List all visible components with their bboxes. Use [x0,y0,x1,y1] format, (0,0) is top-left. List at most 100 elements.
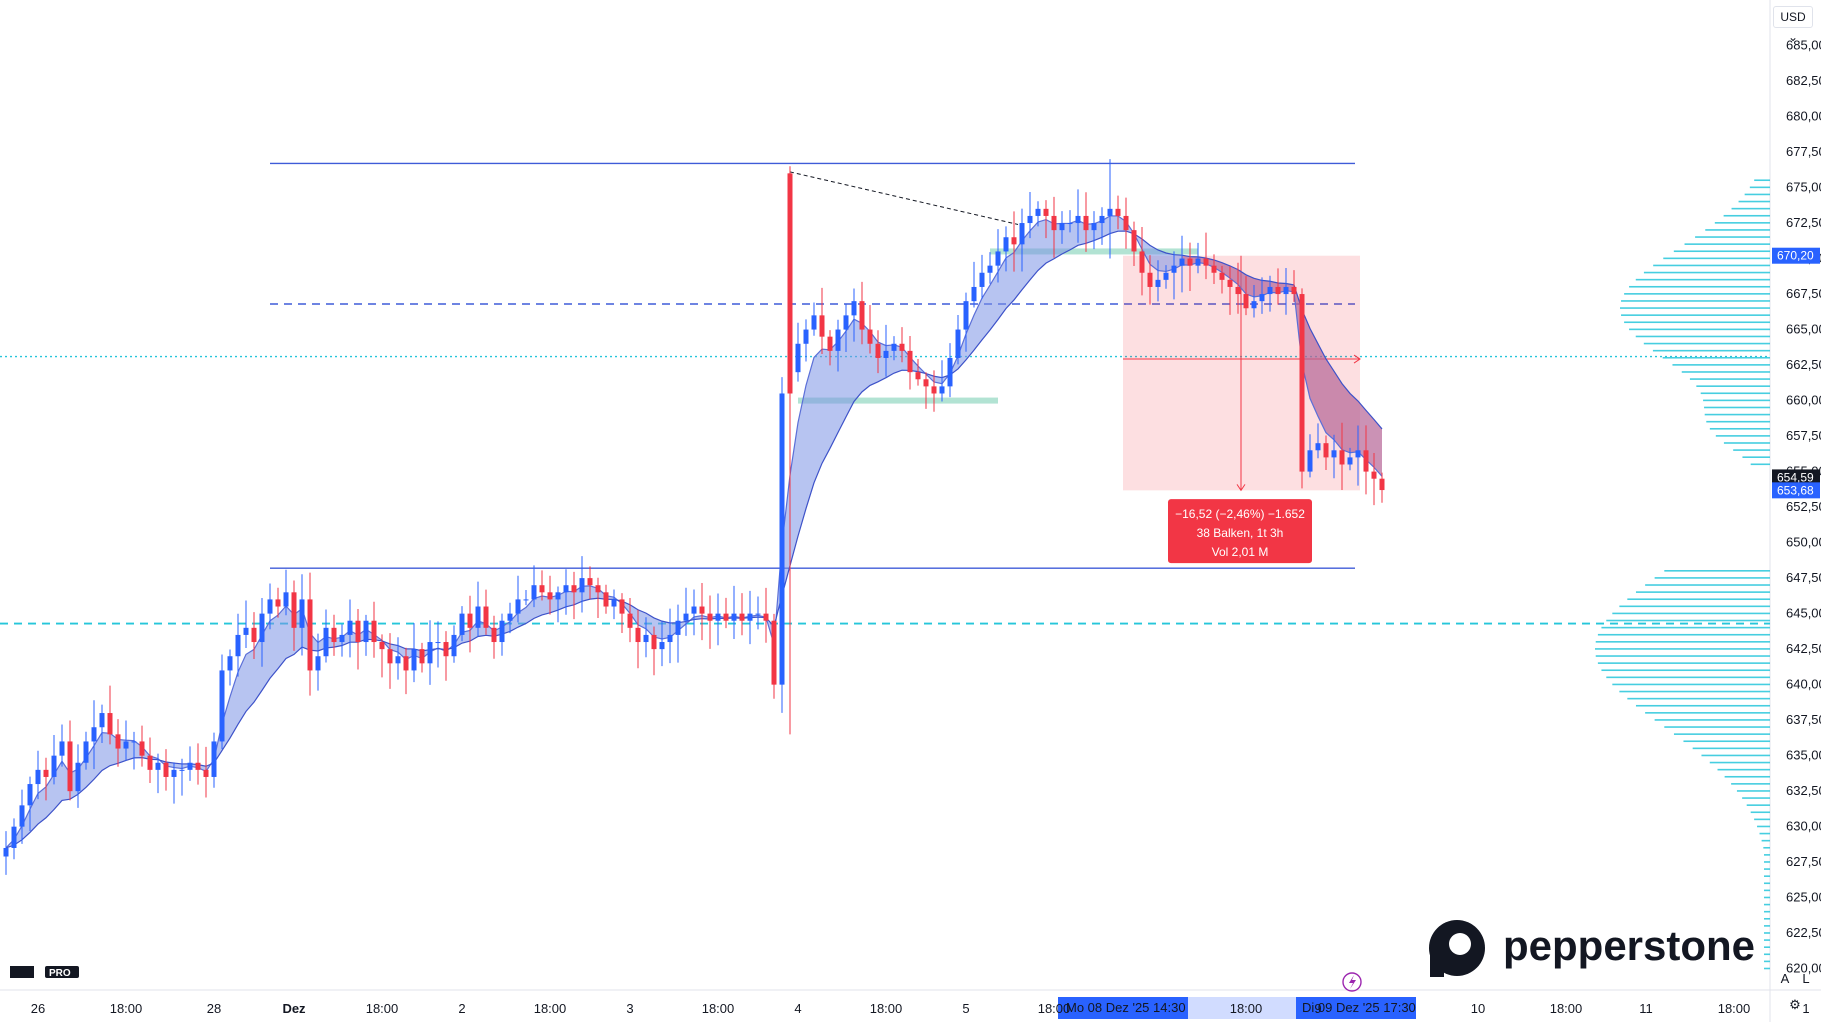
candle-body [571,585,577,593]
candle-body [1115,208,1121,216]
candle-body [1067,223,1073,225]
candle-body [115,734,121,749]
measure-label-line: Vol 2,01 M [1212,545,1269,559]
volume-profile-bar [1764,925,1770,927]
volume-profile-bar [1742,797,1770,799]
volume-profile-bar [1714,222,1770,224]
candle-body [403,656,409,671]
x-tick-label: 1 [1802,1001,1809,1016]
volume-profile-bar [1663,257,1770,260]
volume-profile-bar [1764,953,1770,956]
volume-profile-bar [1681,371,1770,373]
x-tick-label: 3 [626,1001,633,1016]
candle-body [923,379,929,387]
candle-body [931,386,937,394]
candle-body [843,315,849,330]
volume-profile-bar [1723,214,1770,217]
candle-body [1171,265,1177,273]
candle-body [1195,258,1201,266]
candle-body [1339,450,1345,465]
candle-body [1019,223,1025,245]
candle-body [291,592,297,628]
y-tick-label: 662,50 [1786,357,1821,372]
volume-profile [1595,179,1770,970]
volume-profile-bar [1601,626,1770,629]
x-tick-label: 2 [458,1001,465,1016]
x-tick-label: 5 [962,1001,969,1016]
y-tick-label: 630,00 [1786,819,1821,834]
log-scale-button[interactable]: L [1797,970,1815,988]
candle-body [419,649,425,664]
volume-profile-bar [1612,612,1770,615]
candle-body [67,741,73,792]
volume-profile-bar [1750,811,1770,814]
candle-body [443,642,449,657]
candle-body [1163,272,1169,280]
volume-profile-bar [1624,293,1770,295]
volume-profile-bar [1709,761,1770,764]
y-tick-label: 665,00 [1786,322,1821,337]
measure-arrow-right [1353,354,1361,364]
support-zone [990,248,1198,255]
candle-body [1203,258,1209,266]
volume-profile-bar [1764,903,1770,906]
volume-profile-bar [1733,449,1770,451]
candle-body [139,741,145,756]
volume-profile-bar [1673,250,1770,253]
candle-body [107,713,113,735]
tv-logo-mark [10,966,34,978]
candle-body [619,599,625,614]
y-tick-label: 642,50 [1786,641,1821,656]
candle-body [27,784,33,806]
candle-body [779,393,785,685]
volume-profile-bar [1764,960,1770,963]
volume-profile-bar [1627,697,1770,700]
candle-body [1379,478,1385,491]
volume-profile-bar [1621,314,1770,316]
candle-body [187,762,193,770]
y-tick-label: 652,50 [1786,499,1821,514]
candle-body [771,620,777,685]
candle-body [483,606,489,628]
x-tick-label: 18:00 [1550,1001,1583,1016]
candle-body [339,634,345,643]
currency-selector[interactable]: USD ⌄ [1773,6,1813,44]
candle-body [59,741,65,756]
candle-body [411,649,417,671]
candle-body [131,741,137,743]
candle-body [1011,237,1017,245]
volume-profile-bar [1606,619,1770,622]
candle-body [171,769,177,777]
candle-body [147,755,153,770]
candle-body [963,301,969,330]
candle-body [699,606,705,614]
volume-profile-bar [1764,868,1770,870]
candle-body [51,755,57,777]
lightning-icon-ring [1342,972,1362,992]
candle-body [811,315,817,330]
volume-profile-bar [1764,889,1770,892]
ema-band [6,215,1382,848]
candle-body [75,762,81,792]
candle-body [1283,286,1289,295]
volume-profile-bar [1744,193,1770,196]
candle-body [499,620,505,643]
candle-body [523,599,529,601]
time-range-start [1058,997,1188,1019]
x-tick-label: 18:00 [1718,1001,1751,1016]
candle-body [1123,215,1129,231]
candle-body [627,613,633,628]
pepperstone-logo-hole [1449,933,1471,955]
auto-scale-button[interactable]: A [1776,970,1794,988]
candle-body [1027,215,1033,224]
candle-body [219,670,225,742]
volume-profile-bar [1754,179,1770,182]
gear-icon[interactable]: ⚙ [1789,997,1801,1012]
volume-profile-bar [1717,768,1770,771]
candle-body [707,613,713,621]
y-tick-label: 622,50 [1786,925,1821,940]
y-tick-label: 647,50 [1786,570,1821,585]
candle-body [867,329,873,344]
candle-body [851,301,857,316]
